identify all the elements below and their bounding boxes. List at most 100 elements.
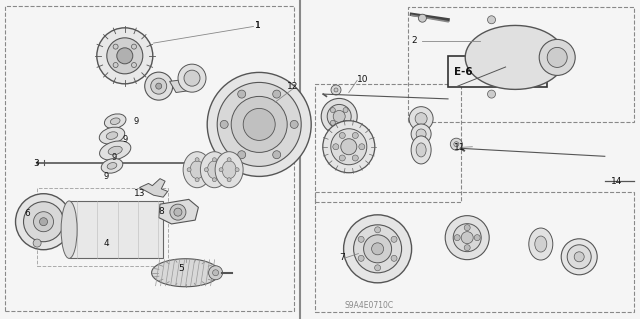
Text: E-6: E-6 xyxy=(454,67,472,77)
Bar xyxy=(69,201,163,258)
Circle shape xyxy=(372,243,383,255)
Circle shape xyxy=(344,215,412,283)
Circle shape xyxy=(409,107,433,131)
Circle shape xyxy=(419,14,426,22)
Circle shape xyxy=(117,48,133,64)
Ellipse shape xyxy=(215,152,243,188)
Text: 9: 9 xyxy=(133,117,138,126)
Circle shape xyxy=(156,83,162,89)
Circle shape xyxy=(411,124,431,144)
Ellipse shape xyxy=(207,161,221,179)
Ellipse shape xyxy=(101,159,123,173)
Ellipse shape xyxy=(104,114,126,129)
Circle shape xyxy=(474,235,480,241)
Ellipse shape xyxy=(222,161,236,179)
Ellipse shape xyxy=(535,236,547,252)
Circle shape xyxy=(445,216,489,260)
Circle shape xyxy=(113,44,118,49)
Circle shape xyxy=(195,178,199,182)
Circle shape xyxy=(352,155,358,161)
Bar xyxy=(5,6,294,311)
Circle shape xyxy=(212,158,216,162)
Circle shape xyxy=(461,232,473,244)
Text: 7: 7 xyxy=(339,253,345,262)
Circle shape xyxy=(488,16,495,24)
Circle shape xyxy=(231,96,287,152)
Circle shape xyxy=(374,227,381,233)
Bar xyxy=(448,56,547,87)
Circle shape xyxy=(339,155,346,161)
Polygon shape xyxy=(465,26,565,89)
Circle shape xyxy=(331,85,341,95)
Circle shape xyxy=(33,212,54,232)
Circle shape xyxy=(334,88,338,92)
Circle shape xyxy=(207,72,311,176)
Circle shape xyxy=(454,142,459,147)
Circle shape xyxy=(453,224,481,252)
Text: 14: 14 xyxy=(611,177,623,186)
Circle shape xyxy=(352,132,358,138)
Ellipse shape xyxy=(190,161,204,179)
Ellipse shape xyxy=(411,136,431,164)
Text: 6: 6 xyxy=(24,209,30,218)
Text: 2: 2 xyxy=(412,36,417,45)
Circle shape xyxy=(358,255,364,261)
Text: 13: 13 xyxy=(134,189,146,198)
Circle shape xyxy=(464,225,470,231)
Circle shape xyxy=(195,158,199,162)
Circle shape xyxy=(333,110,345,122)
Circle shape xyxy=(227,158,231,162)
Circle shape xyxy=(151,78,166,94)
Circle shape xyxy=(416,129,426,139)
Circle shape xyxy=(220,120,228,129)
Circle shape xyxy=(343,120,348,125)
Bar xyxy=(37,188,168,266)
Circle shape xyxy=(341,139,357,155)
Circle shape xyxy=(174,208,182,216)
Circle shape xyxy=(488,90,495,98)
Text: 12: 12 xyxy=(287,82,298,91)
Ellipse shape xyxy=(416,143,426,157)
Polygon shape xyxy=(140,179,168,197)
Circle shape xyxy=(330,120,335,125)
Circle shape xyxy=(339,132,346,138)
Circle shape xyxy=(237,151,246,159)
Ellipse shape xyxy=(106,132,118,139)
Circle shape xyxy=(273,151,281,159)
Text: 11: 11 xyxy=(454,143,466,152)
Circle shape xyxy=(113,63,118,68)
Text: 1: 1 xyxy=(255,21,260,30)
Circle shape xyxy=(343,108,348,113)
Text: S9A4E0710C: S9A4E0710C xyxy=(344,301,394,310)
Ellipse shape xyxy=(200,152,228,188)
Circle shape xyxy=(15,194,72,250)
Circle shape xyxy=(187,168,191,172)
Text: 9: 9 xyxy=(112,153,117,162)
Circle shape xyxy=(327,104,351,129)
Circle shape xyxy=(547,48,567,67)
Circle shape xyxy=(203,168,207,172)
Circle shape xyxy=(540,40,575,75)
Circle shape xyxy=(567,245,591,269)
Circle shape xyxy=(415,113,427,125)
Text: 9: 9 xyxy=(104,172,109,181)
Bar xyxy=(408,7,634,122)
Text: 5: 5 xyxy=(178,264,184,273)
Ellipse shape xyxy=(110,118,120,124)
Circle shape xyxy=(178,64,206,92)
Ellipse shape xyxy=(107,163,117,169)
Circle shape xyxy=(209,266,223,280)
Circle shape xyxy=(323,121,375,173)
Ellipse shape xyxy=(100,141,131,160)
Circle shape xyxy=(237,90,246,98)
Circle shape xyxy=(331,129,367,165)
Circle shape xyxy=(353,225,402,273)
Circle shape xyxy=(561,239,597,275)
Text: 4: 4 xyxy=(104,239,109,248)
Circle shape xyxy=(330,108,335,113)
Circle shape xyxy=(574,252,584,262)
Circle shape xyxy=(145,72,173,100)
Ellipse shape xyxy=(529,228,553,260)
Circle shape xyxy=(359,144,365,150)
Circle shape xyxy=(40,218,47,226)
